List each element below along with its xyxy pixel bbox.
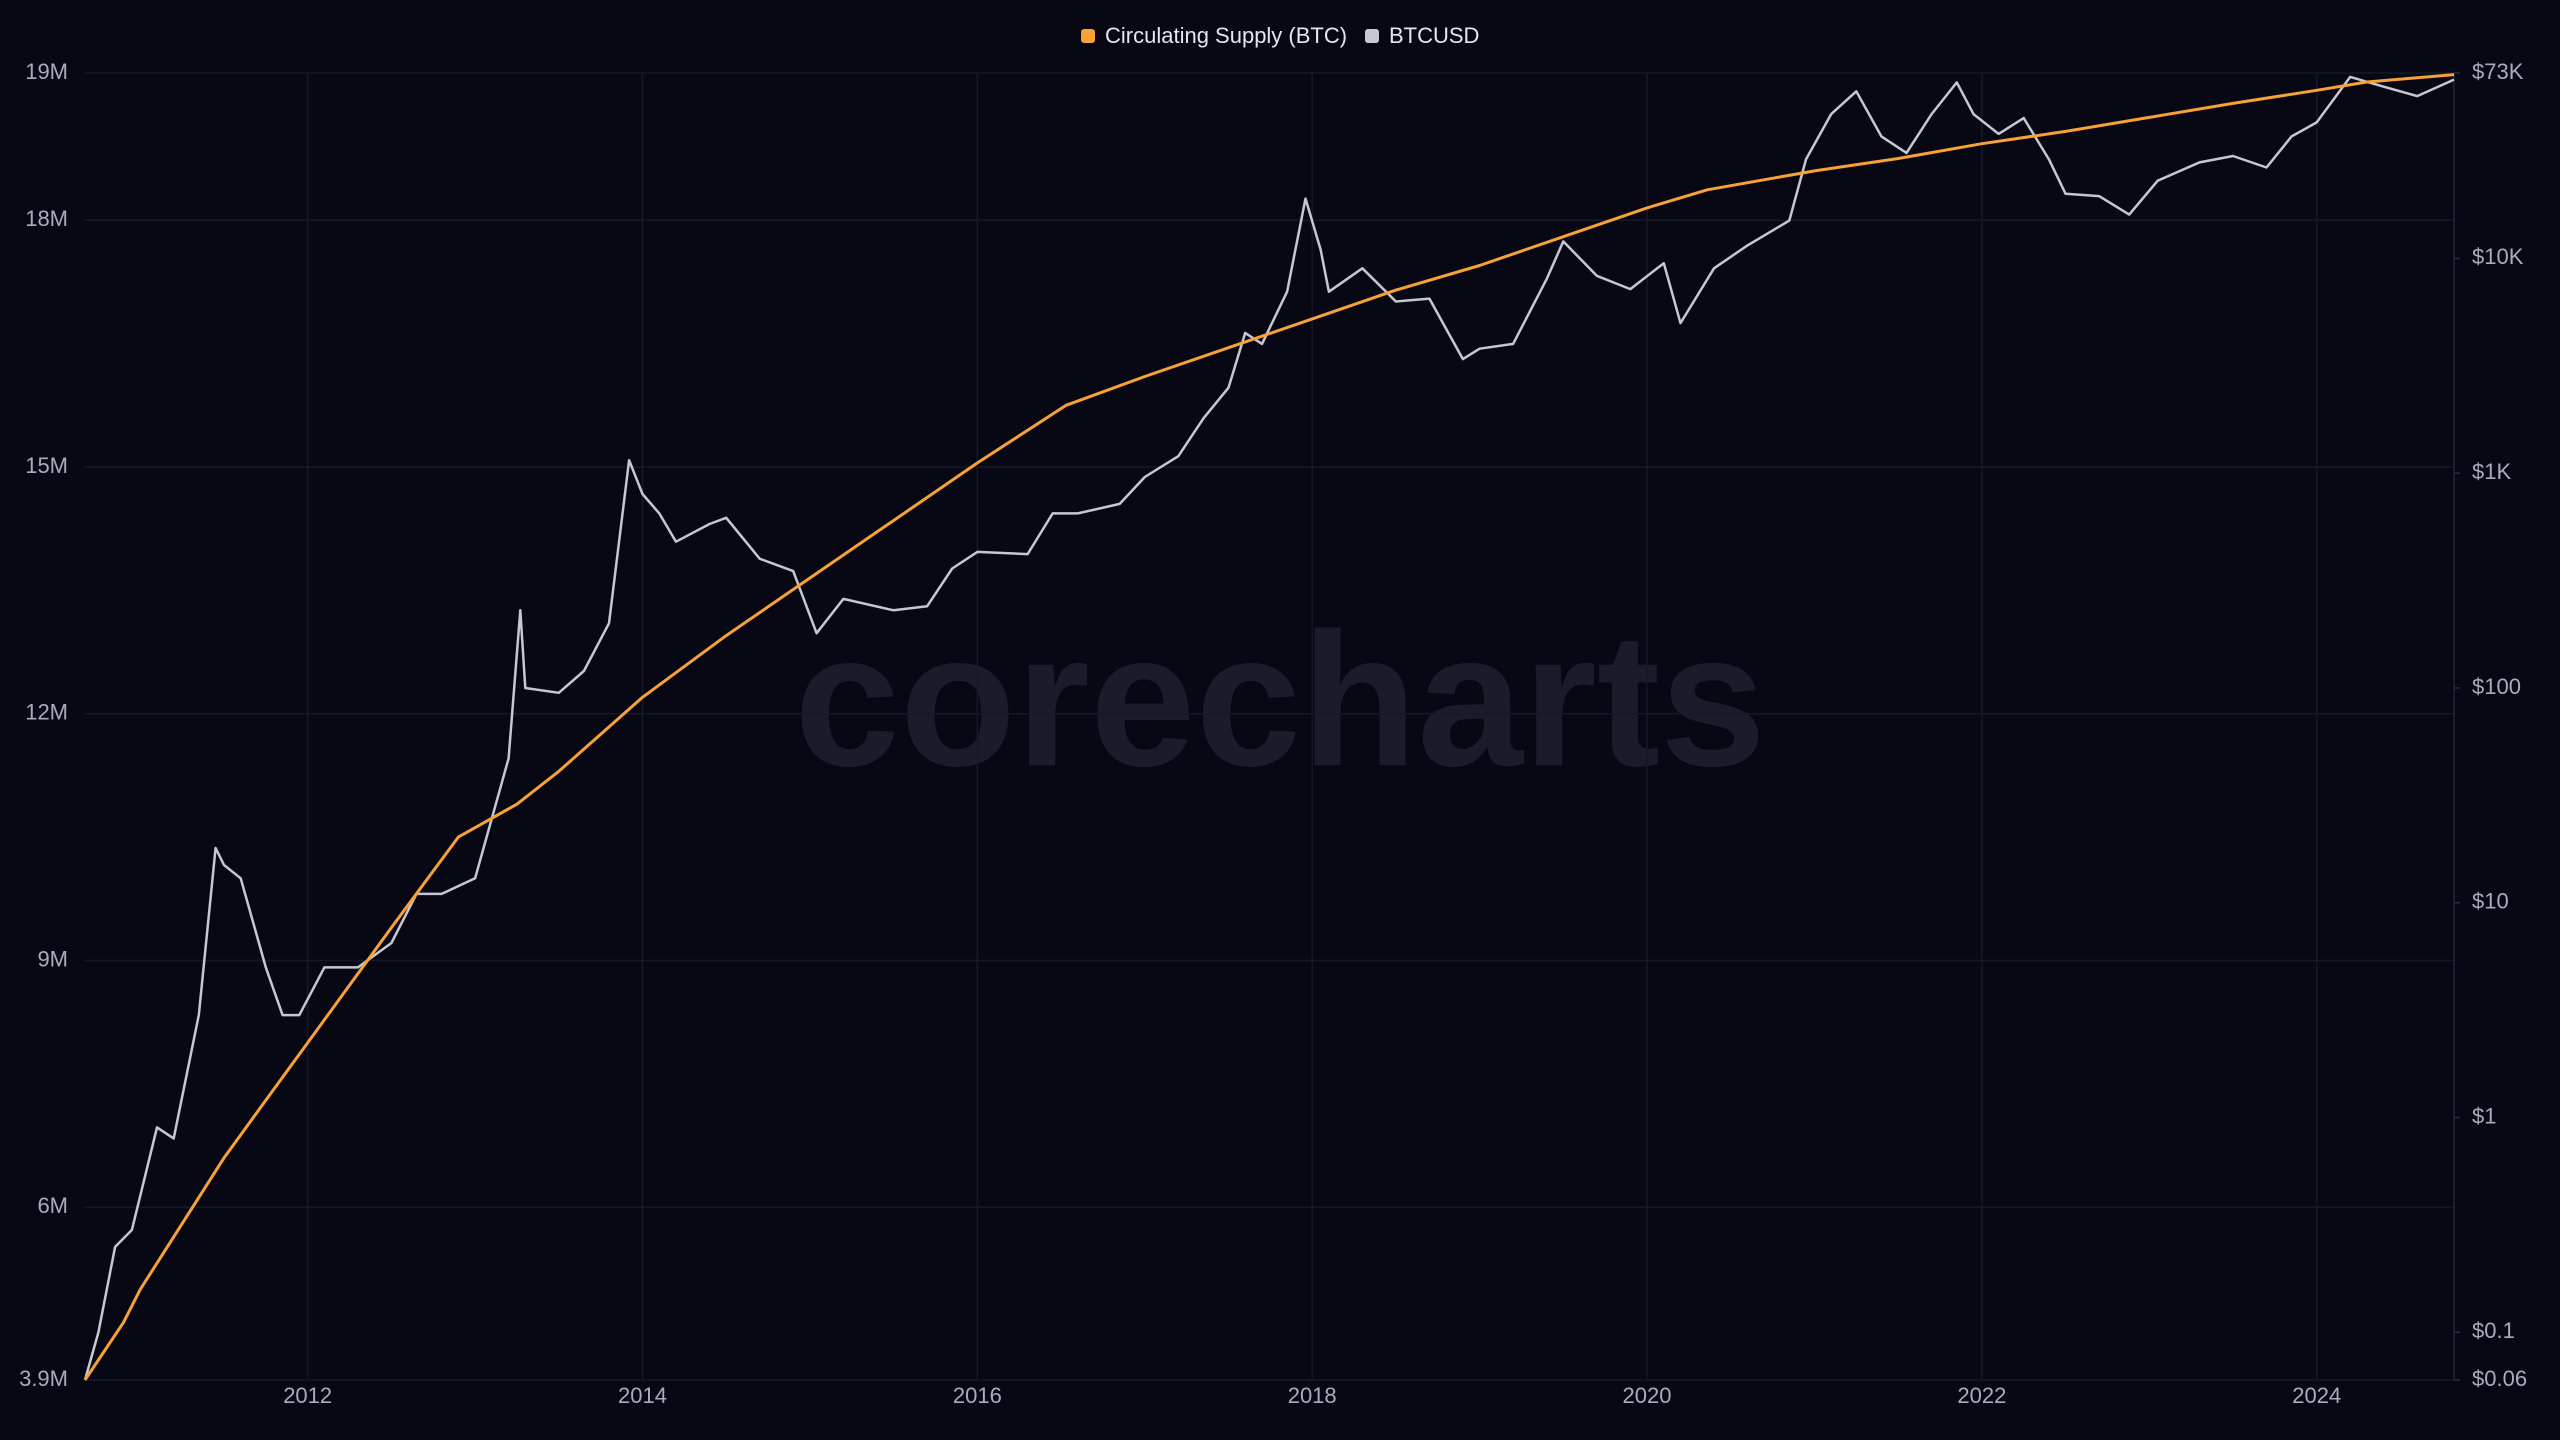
x-tick-label: 2024 — [2292, 1383, 2341, 1408]
watermark: corecharts — [794, 594, 1766, 806]
y-tick-label: 15M — [25, 453, 68, 478]
x-tick-label: 2022 — [1957, 1383, 2006, 1408]
x-tick-label: 2016 — [953, 1383, 1002, 1408]
series-line — [83, 75, 2455, 1381]
x-tick-label: 2012 — [283, 1383, 332, 1408]
y-tick-label: 3.9M — [19, 1366, 68, 1391]
y-tick-label: 9M — [37, 946, 68, 971]
y2-tick-label: $1 — [2472, 1103, 2496, 1128]
y2-tick-label: $100 — [2472, 674, 2521, 699]
y-tick-label: 12M — [25, 700, 68, 725]
x-tick-label: 2020 — [1623, 1383, 1672, 1408]
y-tick-label: 18M — [25, 206, 68, 231]
y2-tick-label: $73K — [2472, 59, 2524, 84]
legend-swatch — [1081, 29, 1095, 43]
y-tick-label: 19M — [25, 59, 68, 84]
y2-tick-label: $10K — [2472, 244, 2524, 269]
series-line — [83, 73, 2455, 1381]
legend-swatch — [1365, 29, 1379, 43]
y2-tick-label: $10 — [2472, 889, 2509, 914]
y2-tick-label: $0.1 — [2472, 1318, 2515, 1343]
legend-text: Circulating Supply (BTC) — [1105, 23, 1347, 48]
x-tick-label: 2018 — [1288, 1383, 1337, 1408]
legend-text: BTCUSD — [1389, 23, 1479, 48]
x-tick-label: 2014 — [618, 1383, 667, 1408]
y2-tick-label: $1K — [2472, 459, 2511, 484]
y2-tick-label: $0.06 — [2472, 1366, 2527, 1391]
y-tick-label: 6M — [37, 1193, 68, 1218]
